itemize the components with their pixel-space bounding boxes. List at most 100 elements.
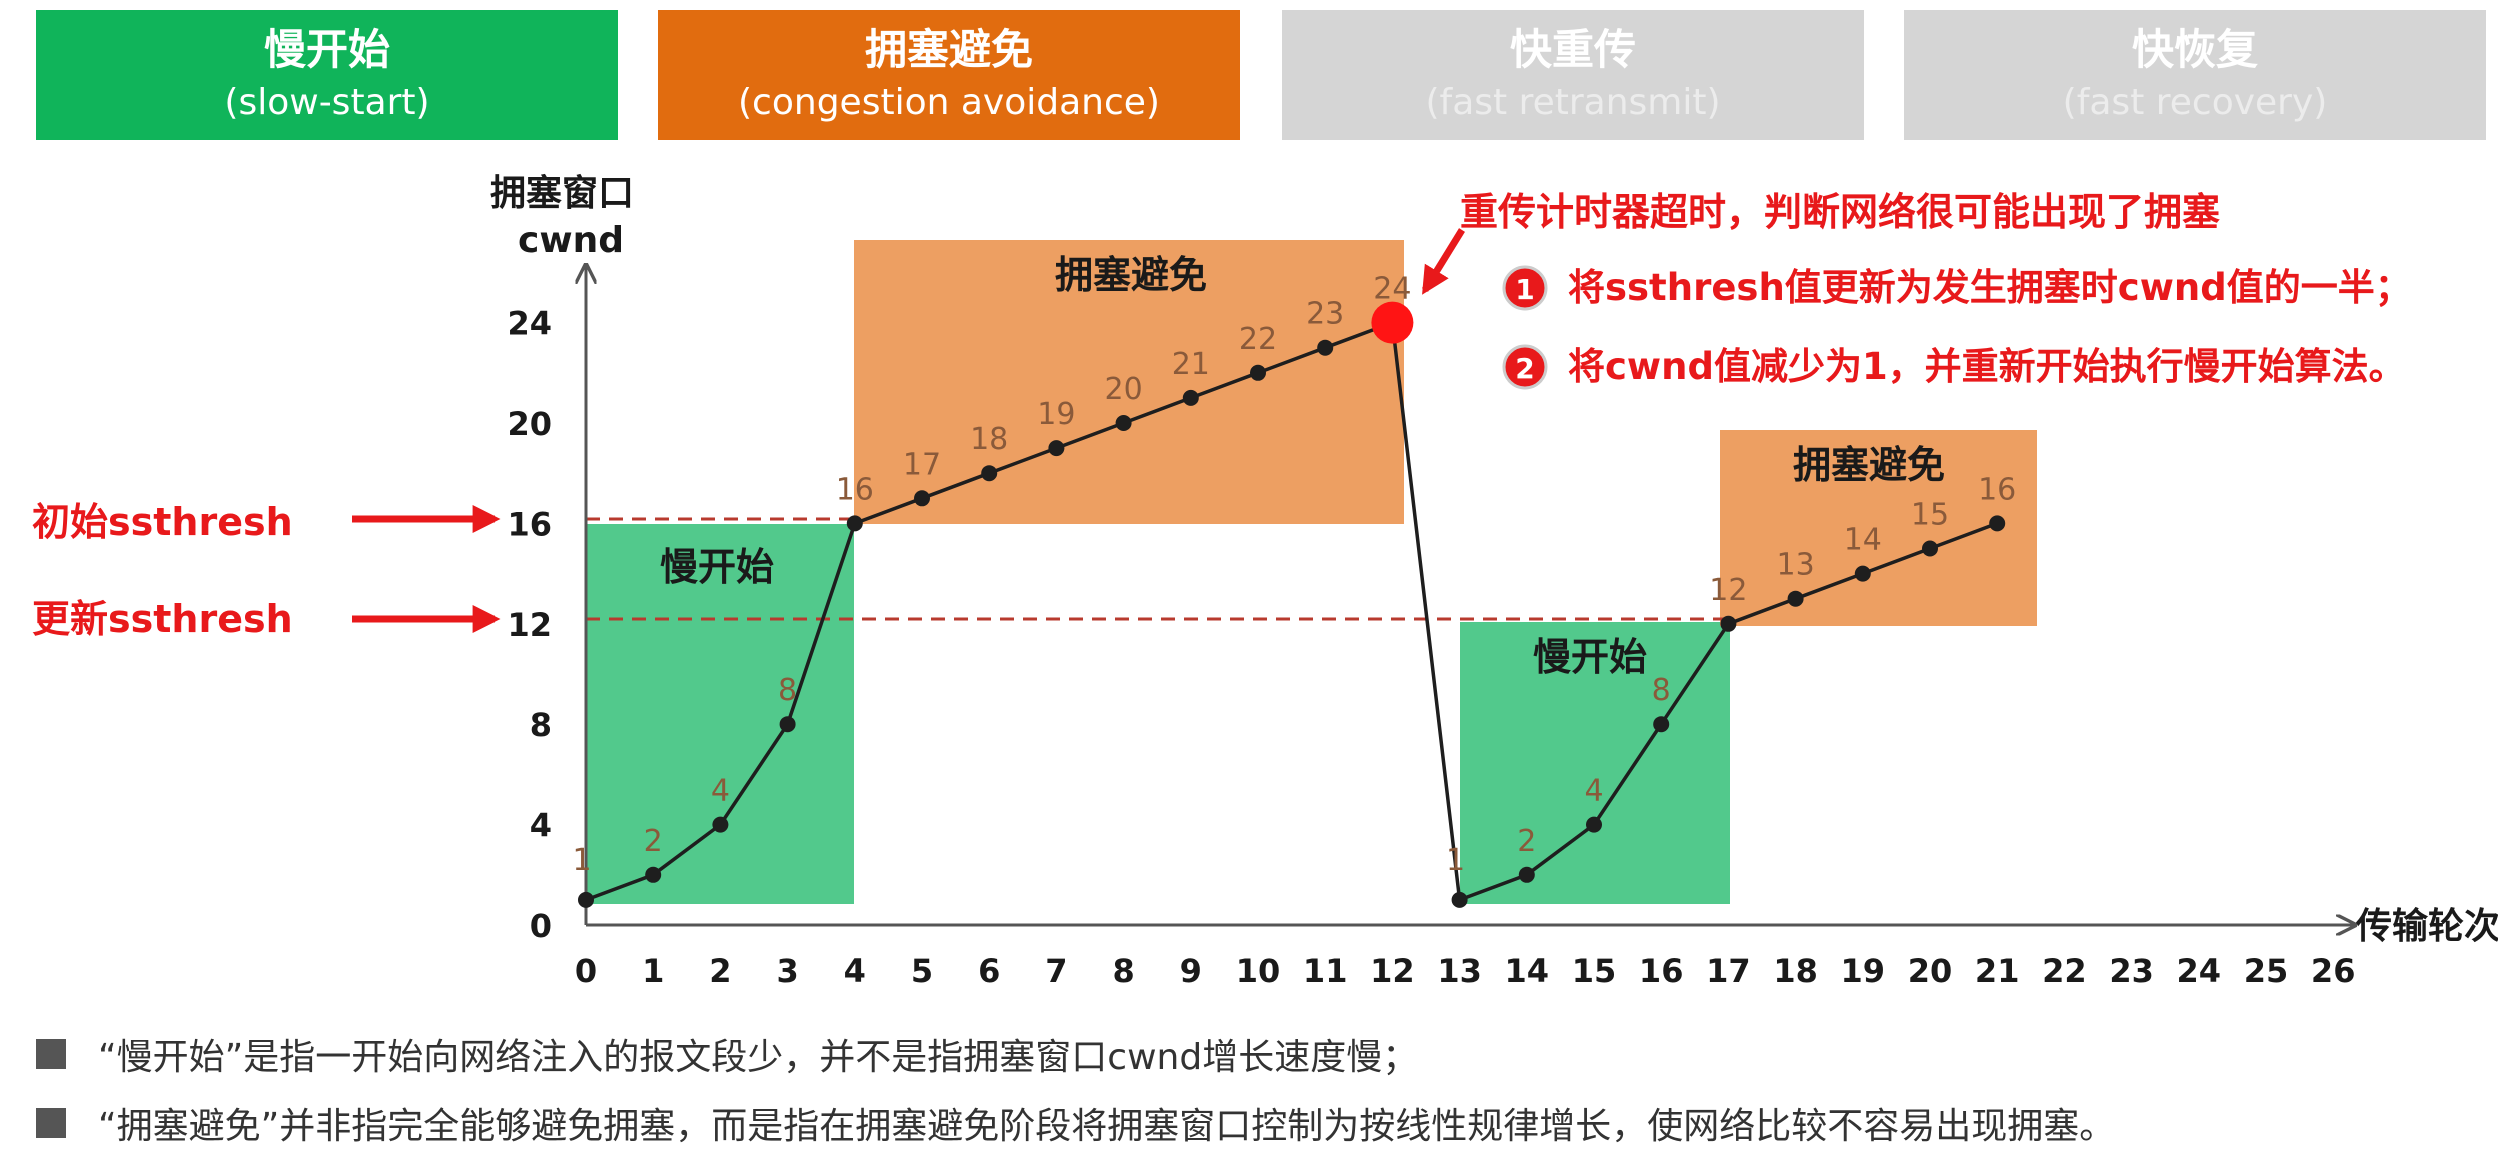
data-point	[1854, 565, 1871, 582]
phase-fast-retransmit: 快重传 (fast retransmit)	[1282, 10, 1864, 140]
data-point	[1250, 364, 1266, 381]
region-label-slow-start-2: 慢开始	[1533, 635, 1647, 679]
data-label: 1	[572, 843, 591, 878]
data-label: 12	[1709, 573, 1747, 608]
data-label: 2	[1517, 824, 1536, 859]
step-1-number: 1	[1515, 273, 1534, 306]
x-tick-label: 4	[844, 952, 866, 990]
phase-cn: 快重传	[1509, 25, 1636, 74]
x-tick-label: 17	[1706, 952, 1751, 990]
x-tick-label: 22	[2042, 952, 2087, 990]
x-tick-label: 5	[911, 952, 933, 990]
phase-congestion-avoidance: 拥塞避免 (congestion avoidance)	[658, 10, 1240, 140]
phase-cn: 拥塞避免	[864, 25, 1033, 74]
y-axis-label-en: cwnd	[518, 220, 624, 261]
initial-ssthresh-label: 初始ssthresh	[32, 500, 293, 544]
region-cong-avoid-1	[854, 240, 1404, 524]
data-point	[1653, 716, 1670, 733]
x-tick-label: 9	[1180, 952, 1202, 990]
data-label: 13	[1777, 548, 1815, 583]
data-point	[981, 465, 998, 482]
data-label: 16	[836, 472, 874, 507]
data-point	[914, 490, 930, 507]
x-tick-label: 1	[642, 952, 664, 990]
region-label-cong-avoid-1: 拥塞避免	[1055, 253, 1207, 297]
y-tick-label: 0	[530, 907, 552, 945]
region-label-cong-avoid-2: 拥塞避免	[1793, 443, 1945, 487]
phase-en: (fast retransmit)	[1425, 82, 1721, 123]
step-2-number: 2	[1515, 352, 1534, 385]
data-point	[1115, 415, 1132, 431]
x-tick-label: 12	[1370, 952, 1415, 990]
data-label: 4	[1584, 774, 1603, 809]
x-tick-label: 16	[1639, 952, 1684, 990]
data-point	[779, 716, 796, 733]
bullet-square-icon	[36, 1108, 66, 1138]
data-label: 4	[711, 774, 730, 809]
data-label: 18	[970, 422, 1008, 457]
step-1-badge-icon	[1502, 265, 1548, 311]
data-point	[1182, 389, 1199, 406]
data-point	[712, 816, 729, 833]
data-label: 2	[644, 824, 663, 859]
x-axis-label: 传输轮次	[2355, 906, 2498, 947]
phase-en: (congestion avoidance)	[738, 82, 1160, 123]
step-2-badge-icon	[1502, 344, 1548, 390]
data-label: 8	[778, 673, 797, 708]
y-tick-label: 24	[507, 305, 552, 343]
y-axis-label-cn: 拥塞窗口	[490, 173, 634, 214]
data-label: 15	[1911, 498, 1949, 533]
data-label: 22	[1239, 322, 1277, 357]
data-point	[1451, 891, 1468, 908]
data-point	[1922, 540, 1938, 557]
data-point	[1048, 440, 1065, 457]
x-tick-label: 7	[1045, 952, 1067, 990]
timeout-headline: 重传计时器超时，判断网络很可能出现了拥塞	[1460, 190, 2220, 234]
step-1-text: 将ssthresh值更新为发生拥塞时cwnd值的一半；	[1568, 266, 2412, 309]
x-tick-label: 2	[709, 952, 731, 990]
data-point	[1586, 816, 1602, 833]
data-point	[1989, 515, 2006, 532]
x-tick-label: 25	[2244, 952, 2289, 990]
note-text: “拥塞避免”并非指完全能够避免拥塞，而是指在拥塞避免阶段将拥塞窗口控制为按线性规…	[98, 1106, 2116, 1147]
phase-cn: 快恢复	[2131, 25, 2258, 74]
x-tick-label: 14	[1505, 952, 1550, 990]
data-label: 16	[1978, 472, 2016, 507]
region-slow-start-1	[586, 524, 854, 904]
y-tick-label: 16	[507, 505, 552, 543]
updated-ssthresh-label: 更新ssthresh	[32, 597, 293, 641]
data-label: 21	[1172, 347, 1210, 382]
data-label: 14	[1844, 523, 1882, 558]
x-tick-label: 3	[776, 952, 798, 990]
data-label: 20	[1105, 372, 1143, 407]
data-label: 24	[1373, 272, 1411, 307]
data-label: 23	[1306, 297, 1344, 332]
x-tick-label: 10	[1236, 952, 1281, 990]
phase-en: (fast recovery)	[2062, 82, 2328, 123]
x-tick-label: 0	[575, 952, 597, 990]
data-label: 19	[1037, 397, 1075, 432]
y-tick-label: 4	[530, 807, 552, 845]
x-tick-label: 15	[1572, 952, 1617, 990]
x-tick-label: 19	[1841, 952, 1886, 990]
data-point	[1518, 866, 1535, 883]
phase-cn: 慢开始	[263, 25, 390, 74]
x-tick-label: 24	[2177, 952, 2222, 990]
data-point	[1787, 590, 1804, 607]
timeout-arrow-icon	[1422, 228, 1465, 295]
phase-en: (slow-start)	[224, 82, 430, 123]
data-label: 17	[903, 447, 941, 482]
data-point	[1720, 615, 1737, 632]
x-tick-label: 13	[1437, 952, 1482, 990]
y-tick-label: 20	[507, 405, 552, 443]
x-tick-label: 26	[2311, 952, 2356, 990]
data-label: 8	[1652, 673, 1671, 708]
x-tick-label: 21	[1975, 952, 2020, 990]
data-point	[645, 866, 662, 883]
data-point	[1317, 339, 1334, 356]
note-slow-start: “慢开始”是指一开始向网络注入的报文段少，并不是指拥塞窗口cwnd增长速度慢；	[36, 1028, 1418, 1080]
note-text: “慢开始”是指一开始向网络注入的报文段少，并不是指拥塞窗口cwnd增长速度慢；	[98, 1037, 1419, 1078]
region-slow-start-2	[1460, 622, 1730, 904]
cwnd-series-line	[585, 320, 1998, 902]
data-label: 1	[1446, 843, 1465, 878]
